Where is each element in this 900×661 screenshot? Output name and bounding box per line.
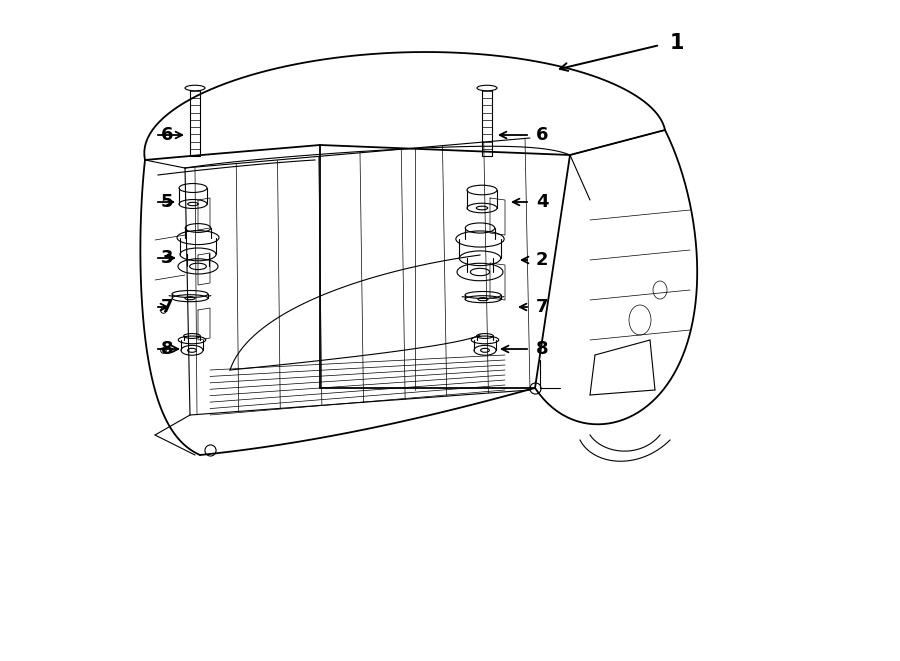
Text: 5: 5 xyxy=(161,193,174,211)
Text: 6: 6 xyxy=(161,126,174,144)
Text: 2: 2 xyxy=(536,251,548,269)
Ellipse shape xyxy=(481,348,490,352)
Text: 7: 7 xyxy=(536,298,548,316)
Text: 6: 6 xyxy=(536,126,548,144)
Text: 7: 7 xyxy=(161,298,174,316)
Ellipse shape xyxy=(185,297,195,299)
Text: 4: 4 xyxy=(536,193,548,211)
Ellipse shape xyxy=(478,297,488,301)
Ellipse shape xyxy=(187,348,196,352)
Text: 1: 1 xyxy=(670,33,685,53)
Ellipse shape xyxy=(471,268,490,276)
Ellipse shape xyxy=(476,206,488,210)
Ellipse shape xyxy=(188,202,198,206)
Text: 8: 8 xyxy=(161,340,174,358)
Ellipse shape xyxy=(190,263,206,270)
Text: 3: 3 xyxy=(161,249,174,267)
Text: 8: 8 xyxy=(536,340,549,358)
